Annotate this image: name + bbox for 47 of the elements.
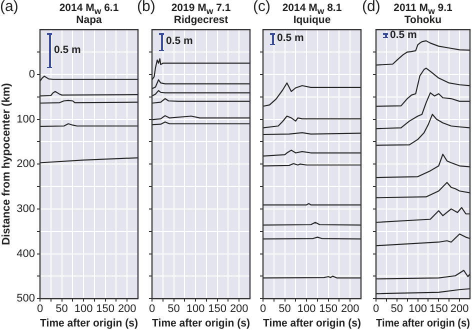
x-tick-label: 0 (372, 303, 380, 316)
x-tick-label: 150 (208, 303, 227, 316)
chart-subtitle: Ridgecrest (172, 14, 230, 26)
y-axis-title: Distance from hypocenter (km) (0, 82, 13, 246)
x-tick-label: 50 (390, 303, 404, 316)
x-tick-label: 0 (260, 303, 266, 316)
x-tick-label: 100 (408, 303, 427, 316)
text: (c) (253, 0, 270, 15)
chart-title: 2014 M$_{w}$ 8.1 (282, 2, 342, 16)
x-tick-label: 200 (340, 303, 360, 316)
x-tick-label: 150 (319, 303, 338, 316)
x-tick-label: 50 (278, 303, 291, 316)
x-axis-title: Time after origin (s) (376, 317, 470, 330)
text: (b) (137, 0, 156, 15)
chart-title: 2014 M$_{w}$ 6.1 (59, 2, 119, 16)
x-tick-label: 150 (96, 303, 115, 316)
x-axis-title: Time after origin (s) (40, 317, 138, 330)
x-axis-title: Time after origin (s) (152, 317, 250, 330)
y-tick-label: 400 (16, 248, 35, 260)
y-tick-label: 500 (16, 292, 35, 305)
text: (a) (0, 0, 18, 15)
chart-subtitle: Napa (75, 14, 103, 26)
text: (d) (362, 0, 380, 15)
x-tick-label: 200 (450, 303, 469, 316)
y-tick-label: 200 (16, 158, 35, 170)
x-tick-label: 150 (429, 303, 448, 316)
chart-subtitle: Iquique (292, 14, 332, 26)
annotation: 0.5 m (54, 44, 81, 56)
x-tick-label: 200 (118, 303, 136, 316)
x-axis-title: Time after origin (s) (263, 317, 362, 330)
annotation: 0.5 m (277, 32, 304, 44)
x-tick-label: 100 (297, 303, 316, 316)
y-tick-label: 0 (28, 68, 35, 80)
annotation: 0.5 m (390, 28, 417, 40)
annotation: 0.5 m (166, 35, 193, 47)
x-tick-label: 100 (74, 303, 93, 316)
x-tick-label: 50 (168, 303, 180, 316)
chart-title: 2011 M$_{w}$ 9.1 (394, 2, 452, 16)
x-tick-label: 0 (36, 303, 44, 316)
x-tick-label: 50 (56, 303, 68, 316)
x-tick-label: 200 (230, 303, 248, 316)
y-tick-label: 300 (16, 202, 35, 215)
chart-subtitle: Tohoku (403, 14, 443, 26)
x-tick-label: 0 (148, 303, 156, 316)
chart-title: 2019 M$_{w}$ 7.1 (171, 2, 231, 16)
x-tick-label: 100 (186, 303, 205, 316)
y-tick-label: 100 (16, 113, 35, 126)
